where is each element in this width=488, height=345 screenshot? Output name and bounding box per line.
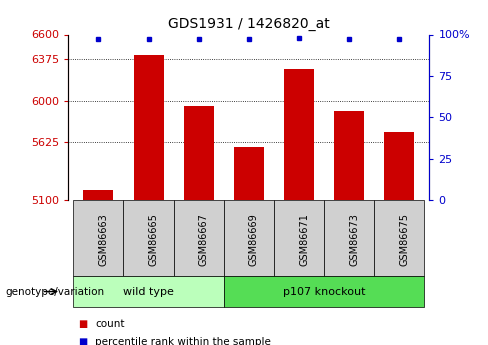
Bar (83, 190, 114, 200)
Text: GSM86673: GSM86673 (349, 213, 359, 266)
Text: percentile rank within the sample: percentile rank within the sample (95, 337, 271, 345)
Text: p107 knockout: p107 knockout (283, 287, 366, 296)
Text: GSM86671: GSM86671 (299, 213, 309, 266)
Text: GSM86663: GSM86663 (99, 214, 108, 266)
Bar (183, 106, 214, 200)
Text: genotype/variation: genotype/variation (5, 287, 104, 296)
Text: count: count (95, 319, 124, 329)
Title: GDS1931 / 1426820_at: GDS1931 / 1426820_at (168, 17, 330, 31)
Text: GSM86667: GSM86667 (199, 213, 209, 266)
Bar (234, 147, 264, 200)
Text: GSM86669: GSM86669 (249, 214, 259, 266)
Text: ■: ■ (78, 337, 87, 345)
Bar (134, 55, 163, 200)
Text: wild type: wild type (123, 287, 174, 296)
Text: GSM86665: GSM86665 (148, 213, 159, 266)
Text: ■: ■ (78, 319, 87, 329)
Bar (284, 69, 314, 200)
Bar (385, 132, 414, 200)
Text: GSM86675: GSM86675 (399, 213, 409, 266)
Bar (334, 111, 364, 200)
